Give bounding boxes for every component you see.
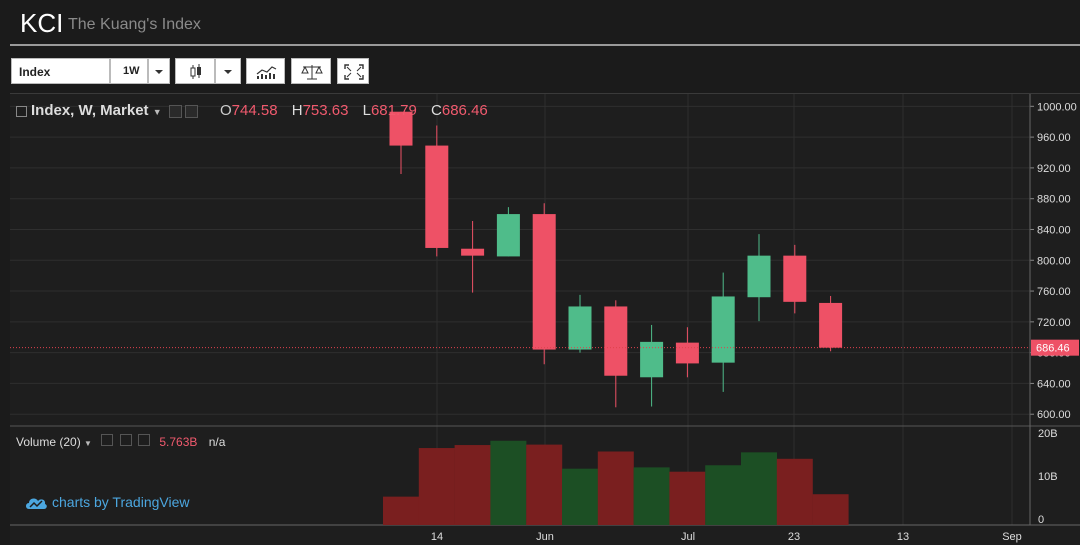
price-tick-label: 600.00 [1037,409,1071,421]
chart-toolbar: Index 1W [0,46,1080,92]
series-title[interactable]: Index, W, Market [31,102,149,119]
price-tick-label: 800.00 [1037,255,1071,267]
candle-body [819,302,843,348]
hide-icon[interactable] [119,434,132,446]
settings-icon[interactable] [168,104,182,118]
volume-bar [705,465,742,525]
volume-bar [562,468,598,525]
price-chart[interactable]: 600.00640.00680.00720.00760.00800.00840.… [10,94,1080,545]
candle-body [532,214,556,350]
app-subtitle: The Kuang's Index [68,16,201,33]
chevron-down-icon [224,70,232,74]
interval-dropdown[interactable] [148,58,170,84]
candle-body [568,306,592,350]
volume-bar [669,471,706,525]
chevron-down-icon[interactable]: ▼ [84,439,92,448]
time-tick-label: 14 [431,531,443,543]
hide-icon[interactable] [184,104,198,118]
time-tick-label: 23 [788,531,800,543]
interval-button[interactable]: 1W [110,58,148,84]
compare-button[interactable] [291,58,331,84]
indicators-button[interactable] [246,58,285,84]
price-tick-label: 960.00 [1037,132,1071,144]
last-price-label: 686.46 [1036,343,1070,355]
indicators-icon [256,66,277,79]
tradingview-branding[interactable]: charts by TradingView [24,494,189,511]
chevron-down-icon [155,70,163,74]
price-tick-label: 880.00 [1037,194,1071,206]
fullscreen-button[interactable] [337,58,369,84]
volume-bar [454,445,491,525]
price-tick-label: 1000.00 [1037,101,1077,113]
volume-bar [490,440,527,525]
volume-value: 5.763B [159,435,198,449]
close-icon[interactable] [138,434,150,446]
volume-title[interactable]: Volume (20) [16,435,81,449]
candle-body [496,214,520,257]
chart-style-button[interactable] [175,58,215,84]
candle-body [747,255,771,298]
price-tick-label: 760.00 [1037,286,1071,298]
fullscreen-icon [344,64,364,80]
settings-icon[interactable] [101,434,114,446]
low-label: L [362,102,371,119]
time-tick-label: Jul [681,531,695,543]
volume-bar [526,444,563,525]
volume-bar [812,494,849,525]
chart-area[interactable]: 600.00640.00680.00720.00760.00800.00840.… [10,93,1080,545]
close-value: 686.46 [441,102,488,119]
volume-bar [418,448,455,525]
candle-body [389,111,413,146]
candle-body [711,296,735,363]
volume-tick-label: 20B [1038,428,1058,440]
open-value: 744.58 [231,102,278,119]
volume-ma-value: n/a [208,435,226,449]
series-legend: Index, W, Market ▼ O744.58 H753.63 L681.… [16,102,488,119]
chevron-down-icon[interactable]: ▼ [152,107,162,117]
price-tick-label: 920.00 [1037,163,1071,175]
price-tick-label: 640.00 [1037,378,1071,390]
volume-bar [633,467,670,525]
candle-body [783,255,807,302]
low-value: 681.79 [370,102,417,119]
high-value: 753.63 [302,102,349,119]
price-tick-label: 840.00 [1037,224,1071,236]
close-label: C [431,102,442,119]
app-title: KCI [20,8,64,38]
collapse-icon[interactable] [16,105,27,117]
symbol-input[interactable]: Index [11,58,110,84]
volume-tick-label: 10B [1038,471,1058,483]
time-tick-label: Sep [1002,531,1022,543]
volume-bar [776,458,813,525]
header-divider [10,44,1080,46]
branding-text: charts by TradingView [52,494,190,510]
cloud-icon [26,498,47,510]
high-label: H [291,102,303,119]
candle-body [425,145,449,248]
time-tick-label: 13 [897,531,909,543]
volume-tick-label: 0 [1038,514,1044,526]
time-tick-label: Jun [536,531,554,543]
app-header: KCI The Kuang's Index [0,0,1080,46]
compare-icon [301,65,323,80]
candle-body [640,341,664,378]
last-price-badge [1031,339,1079,356]
volume-bar [741,452,777,525]
candlestick-icon [190,64,201,79]
candle-body [604,306,628,376]
chart-style-dropdown[interactable] [215,58,241,84]
volume-legend: Volume (20) ▼ 5.763B n/a [16,434,225,449]
candle-body [461,248,485,256]
open-label: O [219,102,232,119]
volume-bar [383,496,419,525]
price-tick-label: 720.00 [1037,317,1071,329]
volume-bar [597,451,634,525]
candle-body [675,342,699,364]
